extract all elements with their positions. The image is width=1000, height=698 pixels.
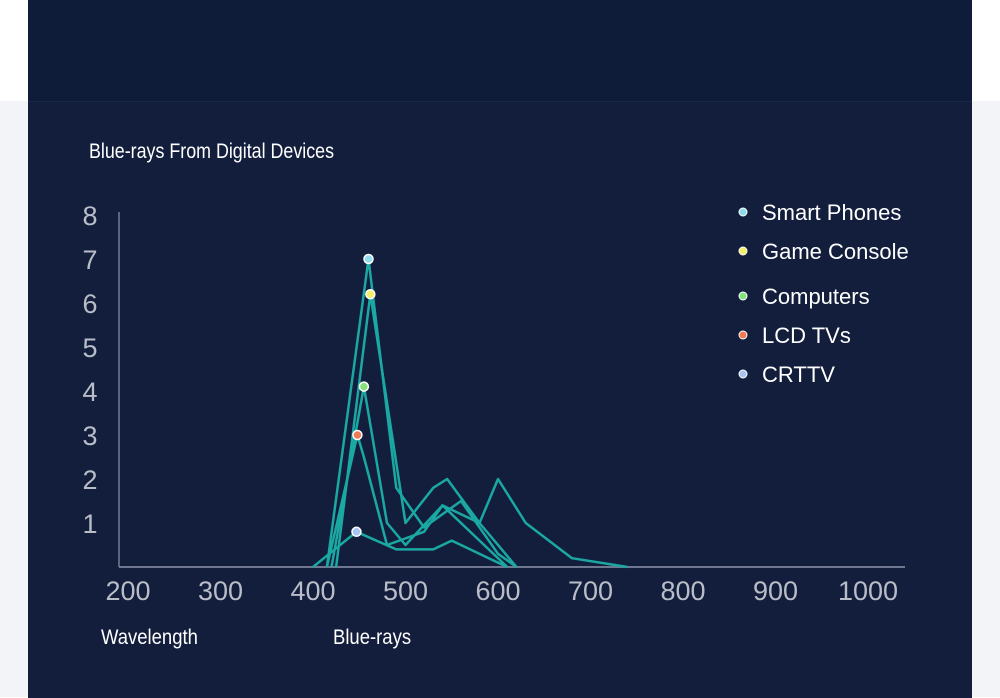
legend-label: Smart Phones	[762, 200, 901, 225]
peak-marker	[358, 381, 370, 392]
blue-rays-annotation: Blue-rays	[333, 626, 412, 649]
x-tick-label: 400	[290, 576, 335, 606]
header-band	[28, 0, 972, 101]
chart-panel	[28, 101, 972, 698]
peak-marker	[365, 288, 376, 300]
x-tick-label: 1000	[838, 576, 898, 606]
x-tick-label: 200	[105, 576, 150, 606]
legend-label: Game Console	[762, 239, 909, 264]
chart-title: Blue-rays From Digital Devices	[89, 140, 335, 163]
series-line-crttv	[312, 530, 508, 569]
x-tick-label: 300	[198, 576, 243, 606]
legend-marker	[738, 246, 748, 256]
y-tick-label: 2	[82, 465, 97, 495]
y-tick-label: 4	[82, 377, 97, 407]
x-tick-label: 700	[568, 576, 613, 606]
legend-marker	[738, 330, 748, 340]
legend-label: CRTTV	[762, 362, 835, 387]
series-line-lcd-tvs	[325, 433, 509, 568]
series-line-game-console	[334, 292, 628, 569]
x-tick-label: 900	[753, 576, 798, 606]
x-tick-label: 500	[383, 576, 428, 606]
legend-label: Computers	[762, 284, 870, 309]
legend-label: LCD TVs	[762, 323, 851, 348]
peak-marker	[352, 429, 363, 441]
y-tick-label: 5	[82, 333, 97, 363]
peak-marker	[363, 253, 374, 265]
legend-marker	[738, 207, 748, 217]
legend-marker	[738, 369, 748, 379]
x-axis-label: Wavelength	[101, 626, 198, 649]
x-tick-label: 800	[660, 576, 705, 606]
y-tick-label: 3	[82, 421, 97, 451]
y-tick-label: 7	[82, 245, 97, 275]
peak-marker	[351, 526, 362, 538]
y-tick-label: 1	[82, 509, 97, 539]
y-tick-label: 6	[82, 289, 97, 319]
x-tick-label: 600	[475, 576, 520, 606]
legend-marker	[738, 291, 748, 301]
y-tick-label: 8	[82, 201, 97, 231]
